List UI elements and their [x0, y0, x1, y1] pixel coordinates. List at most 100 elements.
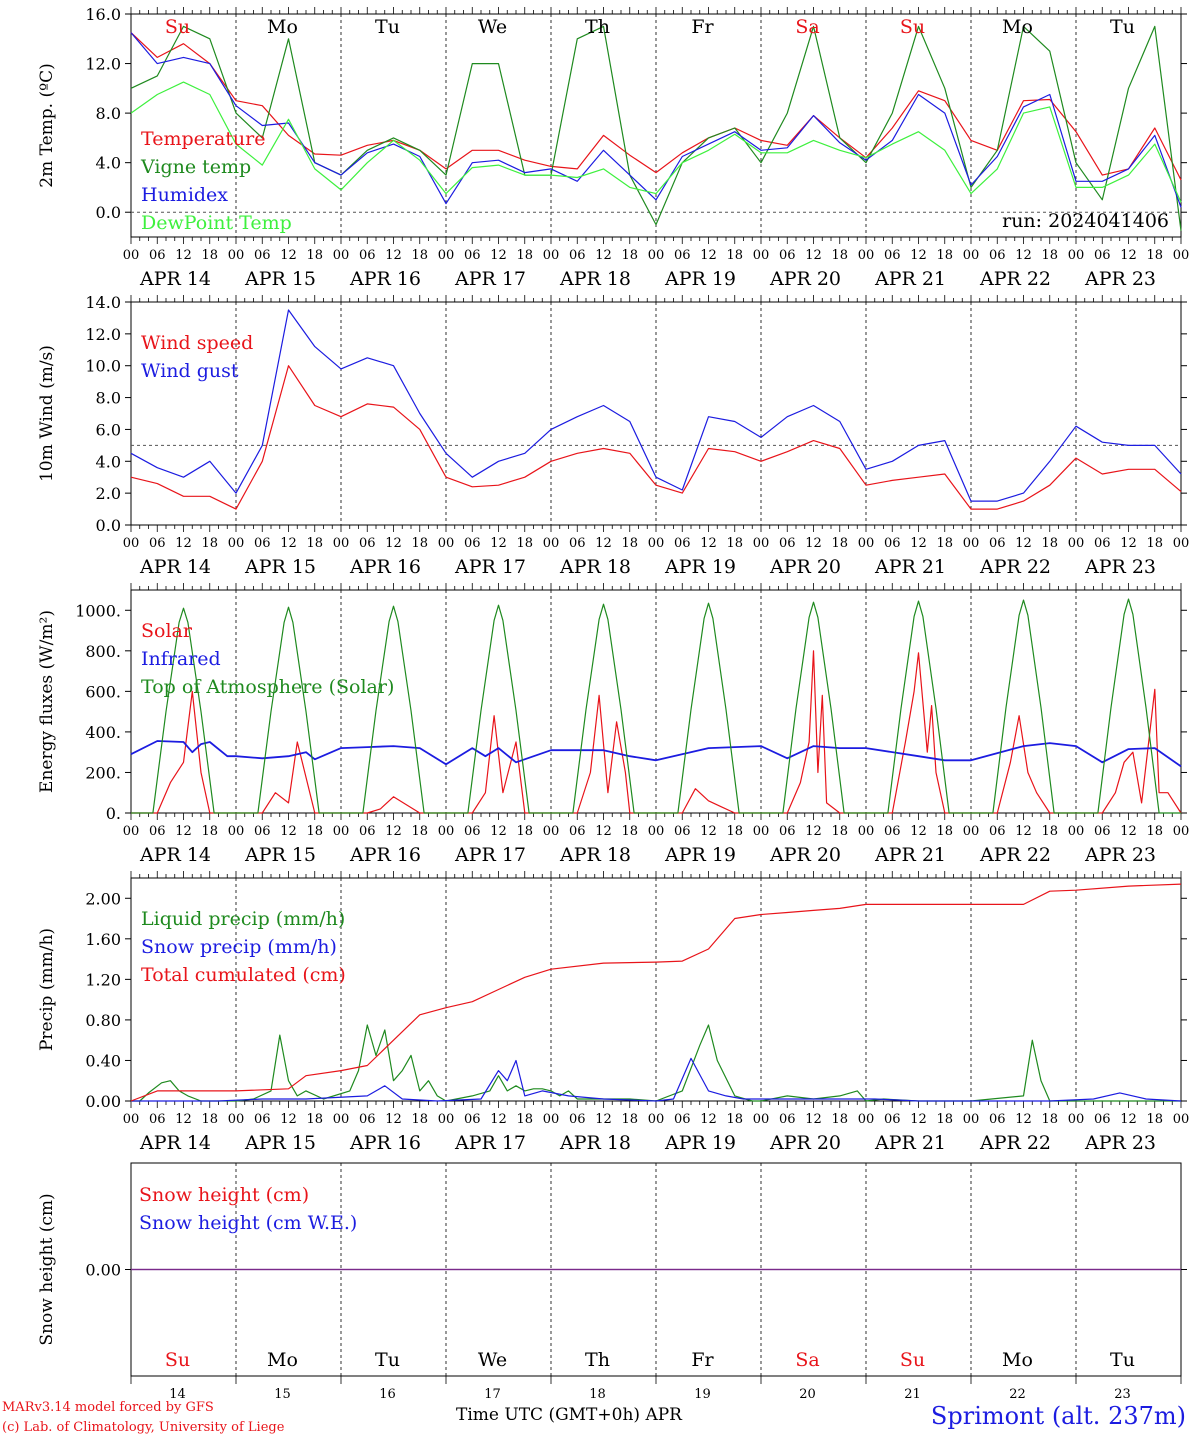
weekday-label: Tu	[375, 1349, 400, 1371]
legend-entry: Infrared	[141, 648, 221, 670]
hour-label: 12	[910, 1112, 927, 1127]
hour-label: 12	[280, 536, 297, 551]
hour-label: 00	[1173, 536, 1190, 551]
hour-label: 12	[595, 824, 612, 839]
day-number-label: 21	[904, 1387, 921, 1402]
hour-label: 12	[280, 248, 297, 263]
hour-label: 18	[726, 536, 743, 551]
y-tick-label: 16.0	[85, 5, 121, 24]
hour-label: 00	[1068, 248, 1085, 263]
hour-label: 18	[201, 824, 218, 839]
date-label: APR 17	[454, 1132, 526, 1154]
hour-label: 06	[674, 536, 691, 551]
hour-label: 06	[464, 536, 481, 551]
series-line-3	[130, 32, 1182, 208]
y-tick-label: 4.0	[96, 452, 121, 471]
hour-label: 06	[1094, 1112, 1111, 1127]
hour-label: 18	[621, 824, 638, 839]
hour-label: 18	[936, 536, 953, 551]
hour-label: 06	[884, 824, 901, 839]
hour-label: 06	[254, 824, 271, 839]
hour-label: 18	[516, 824, 533, 839]
hour-label: 06	[989, 824, 1006, 839]
date-label: APR 22	[979, 268, 1051, 290]
hour-label: 12	[805, 1112, 822, 1127]
y-tick-label: 1.60	[85, 930, 121, 949]
hour-label: 06	[989, 536, 1006, 551]
hour-label: 06	[464, 1112, 481, 1127]
date-label: APR 21	[874, 556, 946, 578]
plot-frame	[130, 13, 1182, 238]
hour-label: 06	[569, 1112, 586, 1127]
y-tick-label: 0.40	[85, 1051, 121, 1070]
hour-label: 00	[438, 536, 455, 551]
hour-label: 12	[280, 1112, 297, 1127]
date-label: APR 23	[1084, 268, 1156, 290]
hour-label: 12	[1120, 248, 1137, 263]
hour-label: 00	[753, 824, 770, 839]
date-label: APR 14	[139, 1132, 211, 1154]
date-label: APR 17	[454, 268, 526, 290]
hour-label: 06	[359, 824, 376, 839]
hour-label: 00	[228, 1112, 245, 1127]
x-axis-title: Time UTC (GMT+0h) APR	[456, 1405, 682, 1425]
date-label: APR 20	[769, 556, 841, 578]
hour-label: 00	[1173, 824, 1190, 839]
hour-label: 18	[726, 824, 743, 839]
hour-label: 12	[1120, 536, 1137, 551]
day-number-label: 20	[799, 1387, 816, 1402]
y-tick-label: 4.0	[96, 154, 121, 173]
weekday-label: Su	[165, 1349, 190, 1371]
hour-label: 18	[411, 824, 428, 839]
hour-label: 00	[963, 824, 980, 839]
hour-label: 12	[700, 536, 717, 551]
hour-label: 18	[1146, 824, 1163, 839]
day-number-label: 16	[379, 1387, 396, 1402]
series-line-1	[130, 365, 1182, 510]
date-label: APR 18	[559, 268, 631, 290]
hour-label: 12	[280, 824, 297, 839]
hour-label: 00	[858, 824, 875, 839]
hour-label: 00	[858, 536, 875, 551]
hour-label: 00	[333, 824, 350, 839]
hour-label: 18	[936, 1112, 953, 1127]
hour-label: 00	[858, 1112, 875, 1127]
hour-label: 06	[254, 248, 271, 263]
hour-label: 12	[805, 824, 822, 839]
x-axis-month: APR	[645, 1405, 682, 1425]
day-number-label: 19	[694, 1387, 711, 1402]
hour-label: 12	[385, 824, 402, 839]
panel-4: 0.00 0.40 0.80 1.20 1.60 2.00 Precip (mm/h) Liq…	[37, 871, 1189, 1154]
hour-label: 18	[411, 536, 428, 551]
weekday-label: Mo	[267, 16, 298, 38]
date-label: APR 22	[979, 556, 1051, 578]
panel-1: 0.0 4.0 8.0 12.0 16.0 2m Temp. (ºC) Temperatur…	[37, 5, 1189, 290]
hour-label: 18	[936, 248, 953, 263]
hour-label: 18	[1041, 824, 1058, 839]
hour-label: 12	[175, 536, 192, 551]
date-label: APR 18	[559, 1132, 631, 1154]
date-label: APR 19	[664, 268, 736, 290]
hour-label: 00	[333, 248, 350, 263]
hour-label: 06	[674, 248, 691, 263]
station-name: Sprimont (alt. 237m)	[930, 1402, 1186, 1430]
hour-label: 12	[1015, 824, 1032, 839]
hour-label: 06	[254, 1112, 271, 1127]
hour-label: 06	[779, 824, 796, 839]
hour-label: 18	[621, 248, 638, 263]
hour-label: 12	[910, 824, 927, 839]
hour-label: 18	[411, 248, 428, 263]
hour-label: 18	[1041, 1112, 1058, 1127]
date-label: APR 20	[769, 844, 841, 866]
hour-label: 06	[884, 536, 901, 551]
hour-label: 18	[831, 536, 848, 551]
hour-label: 12	[595, 248, 612, 263]
y-axis-label: Snow height (cm)	[37, 1193, 57, 1345]
hour-label: 00	[438, 248, 455, 263]
hour-label: 00	[1068, 536, 1085, 551]
hour-label: 06	[1094, 536, 1111, 551]
series-line-3	[130, 883, 1182, 1102]
hour-label: 18	[831, 1112, 848, 1127]
hour-label: 00	[963, 248, 980, 263]
legend-entry: Vigne temp	[140, 156, 251, 178]
